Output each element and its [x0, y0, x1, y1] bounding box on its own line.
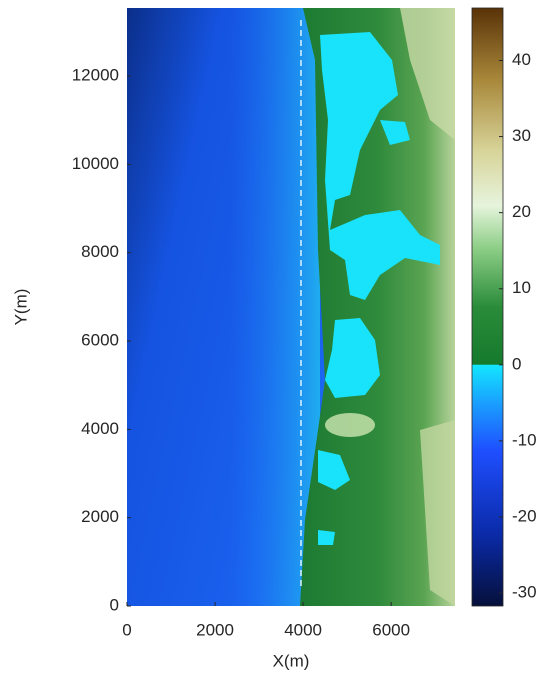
colorbar	[472, 8, 503, 606]
y-tick-label: 12000	[72, 65, 119, 84]
colorbar-frame	[471, 7, 504, 607]
y-tick-label: 0	[110, 595, 119, 614]
x-tick-label: 6000	[372, 620, 410, 639]
colorbar-tick-label: -30	[512, 583, 537, 602]
colorbar-tick-label: 40	[512, 50, 531, 69]
colorbar-tick-label: 10	[512, 278, 531, 297]
colorbar-tick-label: -20	[512, 506, 537, 525]
y-tick-label: 6000	[81, 330, 119, 349]
map-image	[127, 8, 455, 606]
x-tick-label: 4000	[284, 620, 322, 639]
x-tick-label: 0	[122, 620, 131, 639]
colorbar-tick-label: 0	[512, 354, 521, 373]
y-tick-label: 4000	[81, 419, 119, 438]
y-axis-label: Y(m)	[11, 289, 30, 326]
y-tick-label: 10000	[72, 154, 119, 173]
colorbar-tick-label: -10	[512, 430, 537, 449]
colorbar-tick-label: 20	[512, 202, 531, 221]
x-axis-label: X(m)	[273, 651, 310, 670]
y-tick-label: 8000	[81, 242, 119, 261]
colorbar-tick-label: 30	[512, 126, 531, 145]
y-tick-label: 2000	[81, 507, 119, 526]
x-tick-label: 2000	[196, 620, 234, 639]
